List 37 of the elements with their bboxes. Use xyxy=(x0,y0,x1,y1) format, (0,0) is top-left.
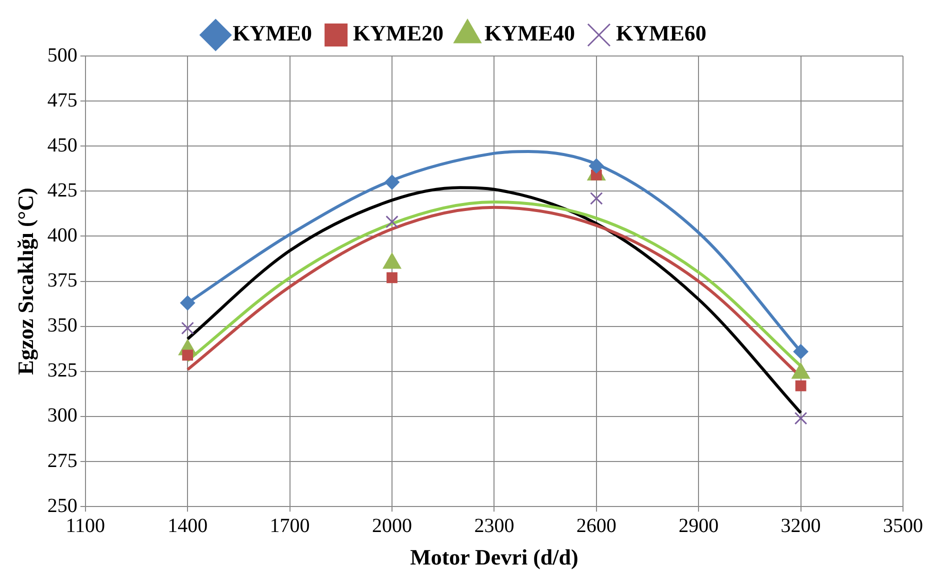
y-tick-label: 300 xyxy=(47,404,78,427)
legend-label: KYME60 xyxy=(616,20,706,46)
point xyxy=(182,350,194,361)
x-tick-label: 1100 xyxy=(66,514,106,537)
x-tick-label: 1700 xyxy=(270,514,310,537)
y-tick-label: 400 xyxy=(47,224,78,246)
y-tick-label: 375 xyxy=(47,270,78,292)
x-tick-label: 2900 xyxy=(678,514,719,537)
y-tick-label: 450 xyxy=(47,134,78,156)
point xyxy=(590,192,603,205)
point xyxy=(181,322,194,335)
point xyxy=(588,158,604,174)
x-tick-label: 3200 xyxy=(780,514,821,537)
point xyxy=(386,272,398,284)
legend-label: KYME40 xyxy=(484,20,575,46)
y-tick-label: 475 xyxy=(47,89,78,112)
x-tick-label: 2000 xyxy=(372,514,412,537)
point xyxy=(384,174,400,190)
legend-label: KYME20 xyxy=(353,20,444,46)
point xyxy=(794,412,808,425)
y-tick-label: 250 xyxy=(47,494,78,517)
point xyxy=(180,295,196,310)
point xyxy=(793,344,808,360)
point xyxy=(795,380,806,392)
legend-label: KYME0 xyxy=(232,20,312,46)
x-tick-label: 3500 xyxy=(883,514,923,537)
y-tick-label: 275 xyxy=(47,450,78,472)
y-axis-title: Egzoz Sıcaklığı (°C) xyxy=(12,188,38,375)
y-tick-label: 425 xyxy=(47,179,78,202)
point xyxy=(386,215,398,228)
y-tick-label: 325 xyxy=(47,360,78,382)
x-tick-label: 2600 xyxy=(576,514,616,537)
x-axis-title: Motor Devri (d/d) xyxy=(410,544,578,570)
y-tick-label: 350 xyxy=(47,314,78,337)
x-tick-label: 2300 xyxy=(474,514,514,537)
x-tick-label: 1400 xyxy=(168,514,208,537)
y-tick-label: 500 xyxy=(47,44,78,66)
